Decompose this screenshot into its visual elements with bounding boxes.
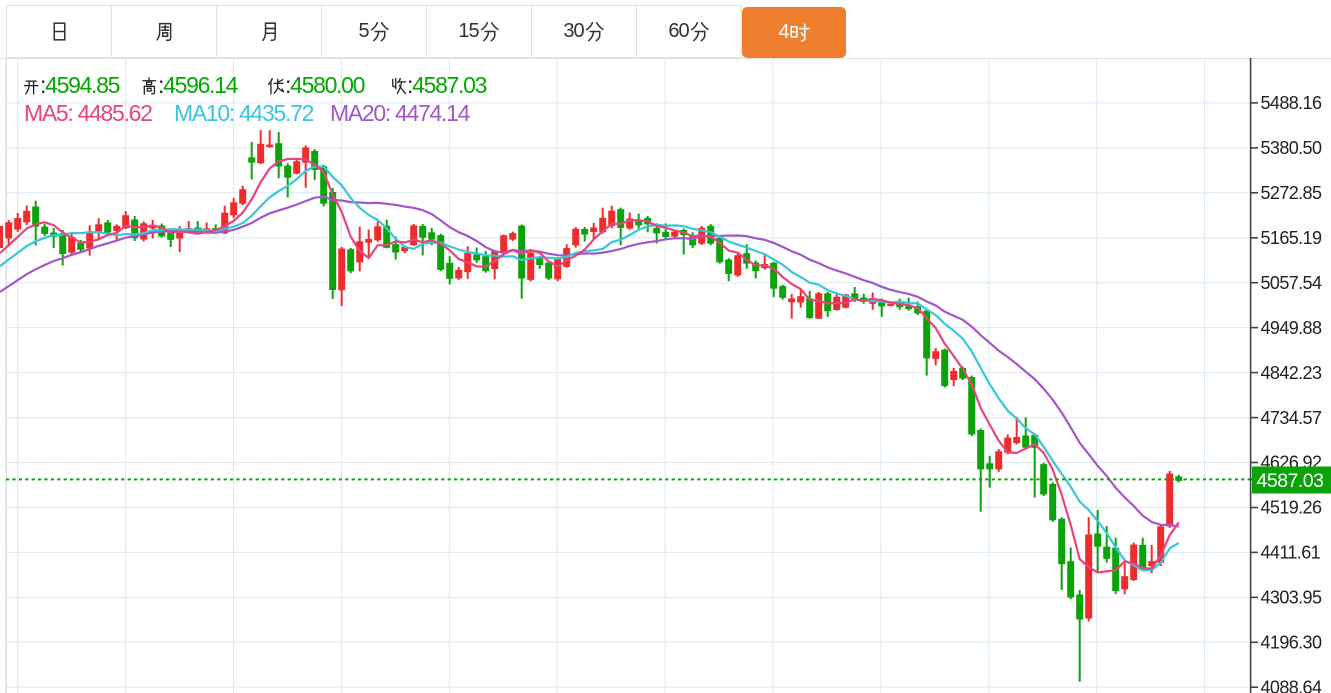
svg-text:4519.26: 4519.26 [1261, 498, 1322, 518]
svg-text:4196.30: 4196.30 [1261, 633, 1322, 653]
svg-text:5057.54: 5057.54 [1261, 273, 1322, 293]
svg-text:4734.57: 4734.57 [1261, 408, 1322, 428]
svg-text:5165.19: 5165.19 [1261, 228, 1322, 248]
svg-text:5272.85: 5272.85 [1261, 183, 1322, 203]
svg-text:4303.95: 4303.95 [1261, 588, 1322, 608]
svg-text:5488.16: 5488.16 [1261, 93, 1322, 113]
svg-text:4949.88: 4949.88 [1261, 318, 1322, 338]
svg-text:4411.61: 4411.61 [1261, 543, 1321, 563]
svg-text:5380.50: 5380.50 [1261, 138, 1322, 158]
svg-text:4842.23: 4842.23 [1261, 363, 1322, 383]
svg-text:4088.64: 4088.64 [1261, 678, 1322, 693]
svg-text:4587.03: 4587.03 [1257, 470, 1324, 492]
